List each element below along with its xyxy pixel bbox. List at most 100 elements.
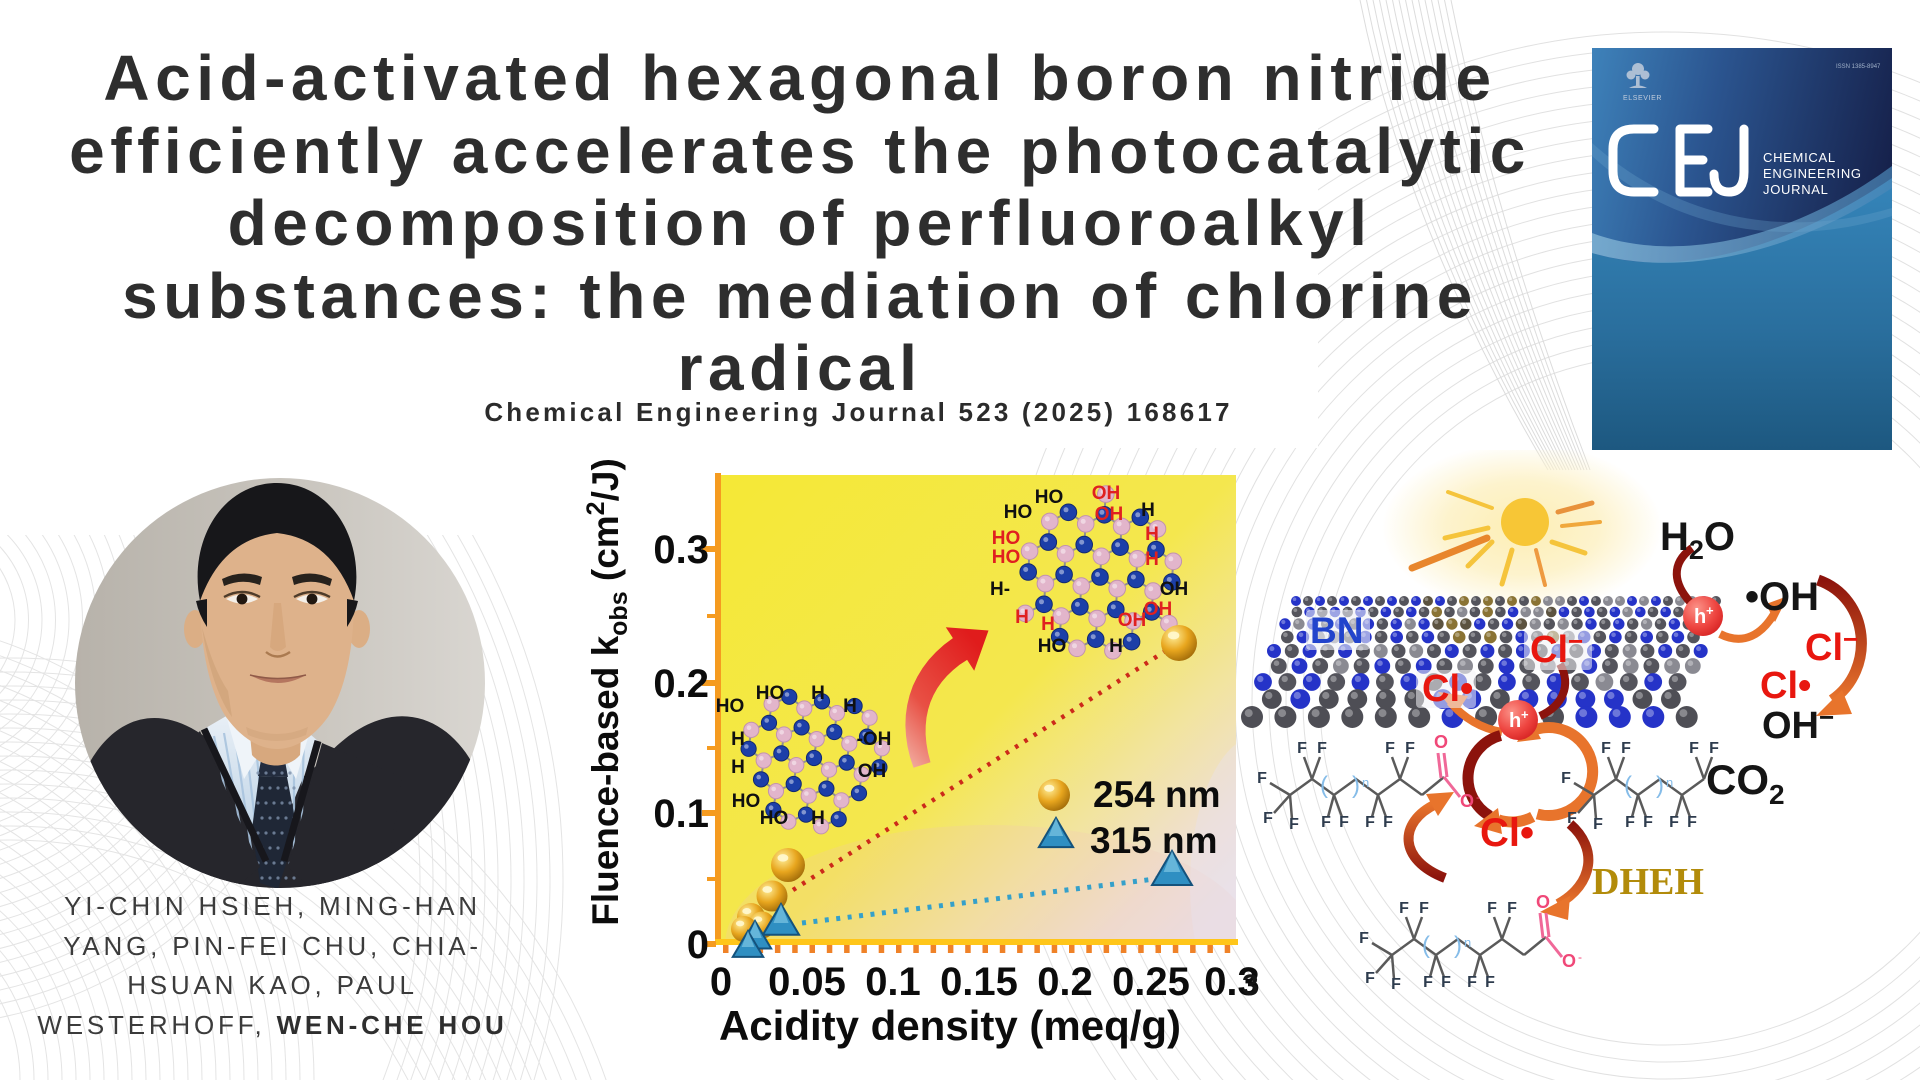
- svg-text:F: F: [1297, 740, 1307, 757]
- svg-text:H-: H-: [990, 579, 1010, 600]
- svg-text:HO: HO: [1038, 636, 1067, 657]
- svg-text:F: F: [1317, 740, 1327, 757]
- svg-text:O: O: [1434, 732, 1448, 752]
- svg-text:F: F: [1709, 740, 1719, 757]
- svg-text:H: H: [843, 696, 857, 717]
- svg-text:OH−: OH−: [1762, 702, 1834, 747]
- svg-text:F: F: [1263, 810, 1273, 827]
- svg-text:0.3: 0.3: [1204, 960, 1260, 1004]
- svg-text:O: O: [1562, 951, 1576, 971]
- svg-text:0: 0: [710, 960, 732, 1004]
- svg-text:O: O: [1460, 791, 1474, 811]
- svg-text:H: H: [1141, 500, 1155, 521]
- svg-text:F: F: [1507, 900, 1517, 917]
- svg-text:): ): [1352, 772, 1360, 799]
- svg-text:HO: HO: [716, 696, 745, 717]
- svg-text:F: F: [1687, 814, 1697, 831]
- svg-text:F: F: [1365, 814, 1375, 831]
- svg-text:H: H: [1041, 614, 1055, 635]
- svg-text:F: F: [1385, 740, 1395, 757]
- svg-text:F: F: [1289, 816, 1299, 833]
- svg-text:H: H: [811, 808, 825, 829]
- svg-text:F: F: [1643, 814, 1653, 831]
- svg-text:JOURNAL: JOURNAL: [1763, 182, 1829, 197]
- svg-text:F: F: [1399, 900, 1409, 917]
- svg-text:F: F: [1625, 814, 1635, 831]
- svg-text:h: h: [1694, 606, 1706, 628]
- svg-text:OH: OH: [1095, 504, 1124, 525]
- svg-text:F: F: [1669, 814, 1679, 831]
- svg-text:F: F: [1423, 974, 1433, 991]
- svg-text:Cl•: Cl•: [1480, 811, 1534, 855]
- svg-text:0.3: 0.3: [653, 528, 709, 572]
- svg-text:F: F: [1487, 900, 1497, 917]
- svg-text:OH: OH: [1160, 579, 1189, 600]
- svg-text:F: F: [1601, 740, 1611, 757]
- svg-text:F: F: [1567, 810, 1577, 827]
- svg-text:O: O: [1536, 892, 1550, 912]
- svg-text:OH: OH: [1092, 483, 1121, 504]
- svg-text:F: F: [1405, 740, 1415, 757]
- svg-text:0.1: 0.1: [653, 792, 709, 836]
- svg-text:ENGINEERING: ENGINEERING: [1763, 166, 1862, 181]
- svg-text:F: F: [1321, 814, 1331, 831]
- svg-text:H2O: H2O: [1660, 515, 1735, 565]
- svg-text:ISSN 1385-8947: ISSN 1385-8947: [1836, 64, 1881, 70]
- svg-text:H: H: [811, 683, 825, 704]
- svg-text:F: F: [1593, 816, 1603, 833]
- svg-text:OH: OH: [1118, 610, 1147, 631]
- svg-text:F: F: [1419, 900, 1429, 917]
- svg-text:0.25: 0.25: [1112, 960, 1190, 1004]
- svg-text:ELSEVIER: ELSEVIER: [1623, 95, 1662, 102]
- svg-text:-: -: [1476, 790, 1480, 804]
- svg-text:F: F: [1339, 814, 1349, 831]
- svg-text:+: +: [1706, 603, 1714, 618]
- svg-text:F: F: [1441, 974, 1451, 991]
- svg-text:CHEMICAL: CHEMICAL: [1763, 150, 1836, 165]
- svg-text:(: (: [1624, 772, 1632, 799]
- svg-text:F: F: [1365, 970, 1375, 987]
- svg-text:HO: HO: [992, 528, 1021, 549]
- svg-text:H: H: [731, 729, 745, 750]
- svg-text:0.1: 0.1: [865, 960, 921, 1004]
- svg-text:F: F: [1383, 814, 1393, 831]
- svg-text:H: H: [1145, 549, 1159, 570]
- svg-text:F: F: [1257, 770, 1267, 787]
- svg-text:•OH: •OH: [1745, 575, 1819, 619]
- svg-text:F: F: [1467, 974, 1477, 991]
- svg-text:DHEH: DHEH: [1592, 861, 1704, 903]
- svg-text:315 nm: 315 nm: [1090, 820, 1218, 861]
- svg-text:Cl•: Cl•: [1422, 668, 1473, 710]
- svg-text:F: F: [1689, 740, 1699, 757]
- svg-text:-: -: [1578, 950, 1582, 964]
- svg-text:OH: OH: [858, 761, 887, 782]
- svg-text:(: (: [1320, 772, 1328, 799]
- svg-text:3: 3: [1242, 969, 1259, 1002]
- svg-text:): ): [1656, 772, 1664, 799]
- svg-text:HO: HO: [992, 547, 1021, 568]
- svg-text:H: H: [1015, 607, 1029, 628]
- svg-text:HO: HO: [1004, 502, 1033, 523]
- svg-text:Cl−: Cl−: [1805, 624, 1858, 669]
- svg-text:H: H: [1145, 524, 1159, 545]
- svg-text:F: F: [1485, 974, 1495, 991]
- svg-text:h: h: [1509, 710, 1521, 732]
- svg-text:0.05: 0.05: [768, 960, 846, 1004]
- svg-text:HO: HO: [760, 808, 789, 829]
- svg-text:254 nm: 254 nm: [1093, 774, 1221, 815]
- svg-text:n: n: [1666, 775, 1673, 790]
- svg-text:BN: BN: [1310, 610, 1363, 651]
- svg-text:Cl•: Cl•: [1760, 665, 1811, 707]
- svg-text:F: F: [1621, 740, 1631, 757]
- svg-text:): ): [1454, 932, 1462, 959]
- svg-text:n: n: [1362, 775, 1369, 790]
- svg-text:(: (: [1422, 932, 1430, 959]
- svg-text:F: F: [1561, 770, 1571, 787]
- svg-text:HO: HO: [1035, 487, 1064, 508]
- svg-text:H: H: [1109, 636, 1123, 657]
- svg-text:n: n: [1464, 935, 1471, 950]
- svg-text:F: F: [1359, 930, 1369, 947]
- svg-text:Acidity density (meq/g): Acidity density (meq/g): [719, 1002, 1181, 1049]
- svg-text:HO: HO: [756, 683, 785, 704]
- svg-text:F: F: [1391, 976, 1401, 993]
